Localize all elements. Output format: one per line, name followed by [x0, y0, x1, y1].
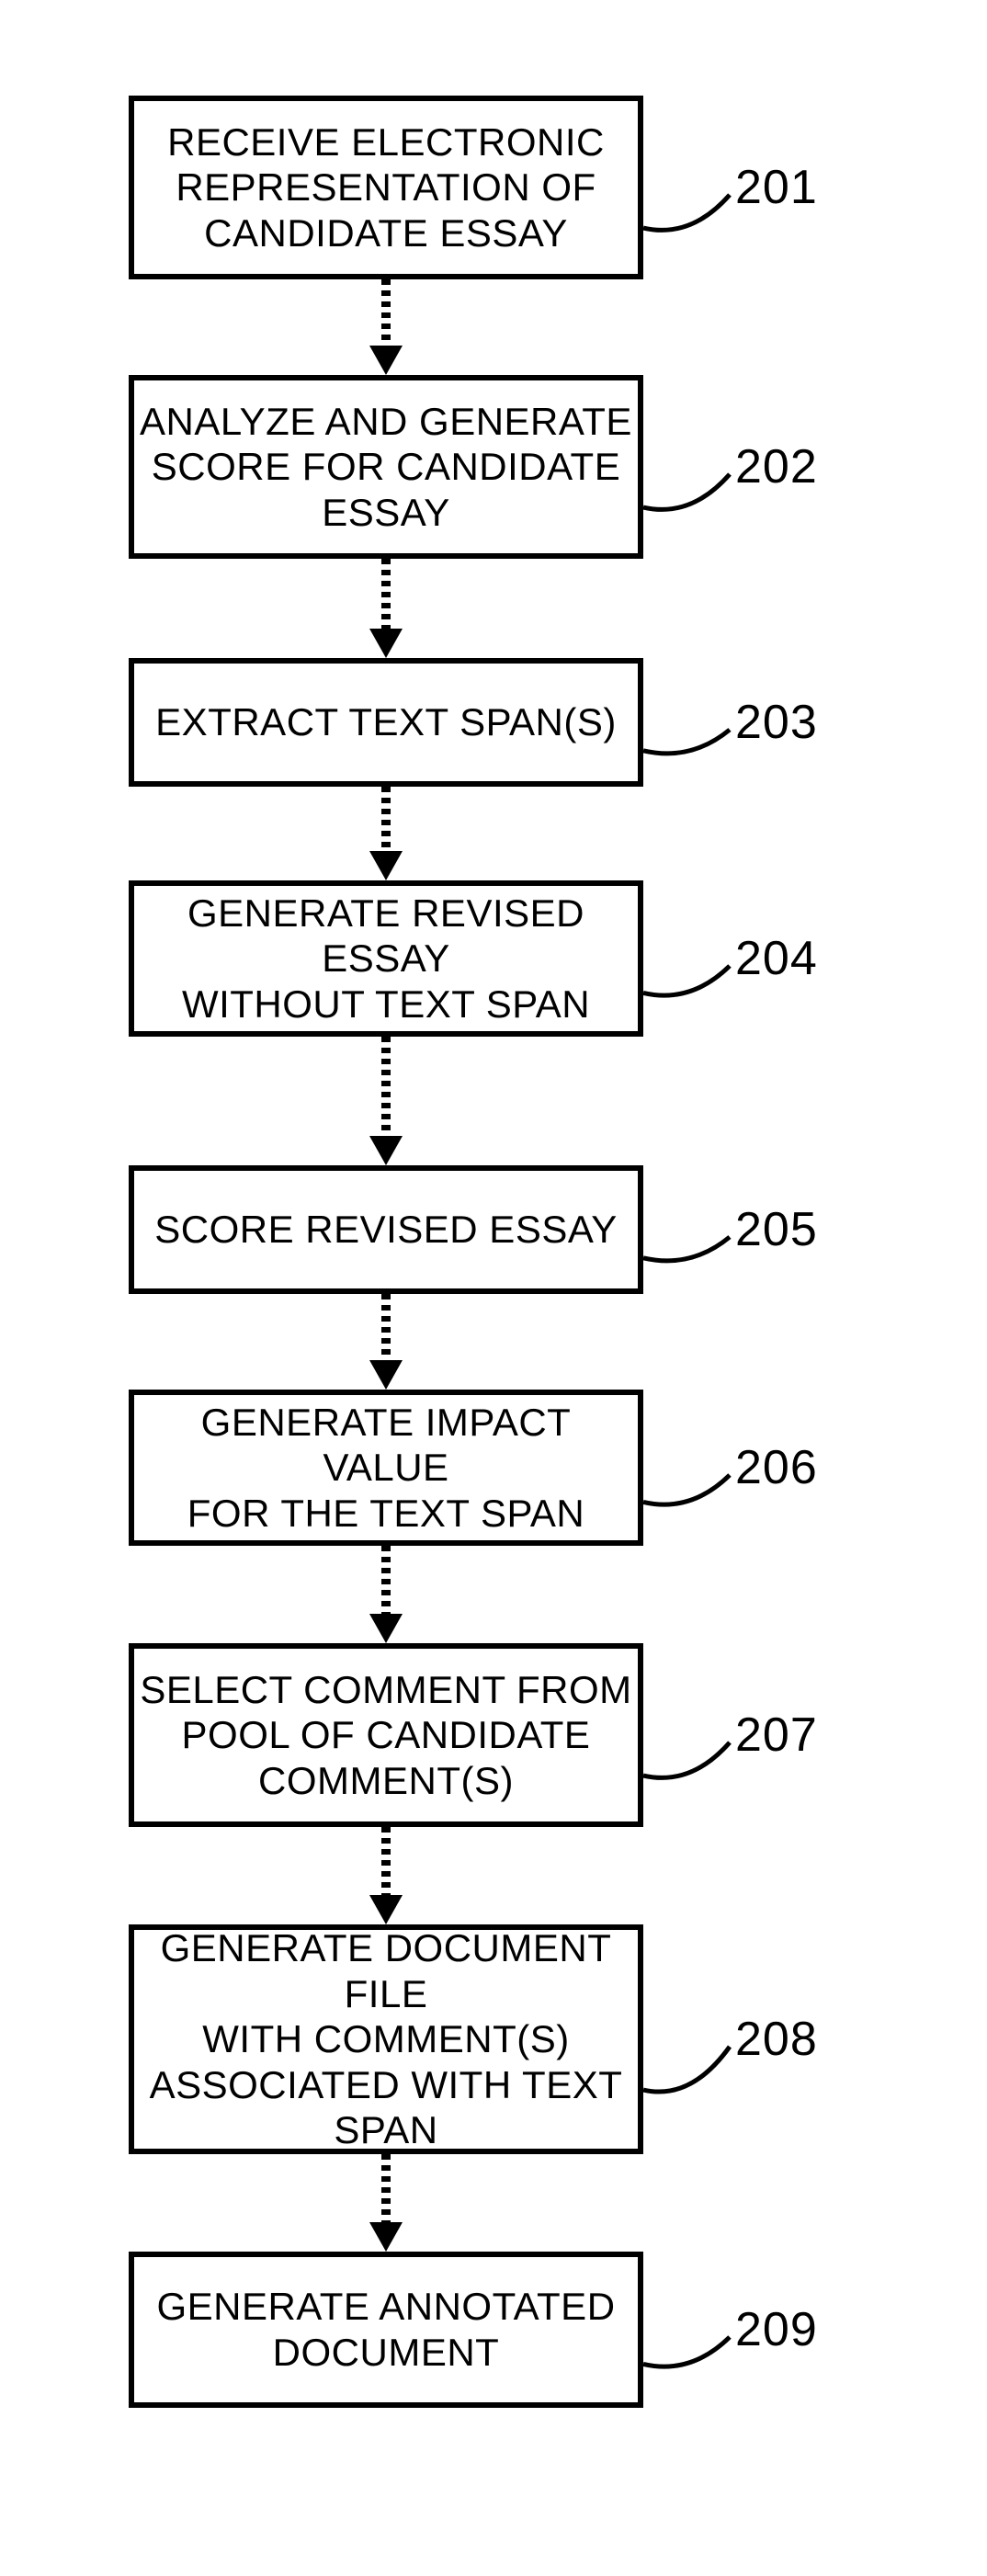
connector-line	[381, 559, 391, 629]
connector-line	[381, 1294, 391, 1360]
flow-node-n7: SELECT COMMENT FROM POOL OF CANDIDATE CO…	[129, 1643, 643, 1827]
leader-line	[643, 1457, 748, 1520]
arrowhead-icon	[369, 2222, 403, 2252]
connector-line	[381, 787, 391, 851]
flow-node-label: RECEIVE ELECTRONIC REPRESENTATION OF CAN…	[167, 119, 605, 256]
leader-line	[643, 2319, 748, 2382]
flow-node-label: ANALYZE AND GENERATE SCORE FOR CANDIDATE…	[140, 399, 632, 536]
arrowhead-icon	[369, 1614, 403, 1643]
leader-line	[643, 711, 748, 769]
flow-node-n5: SCORE REVISED ESSAY	[129, 1165, 643, 1294]
arrowhead-icon	[369, 851, 403, 880]
leader-line	[643, 2028, 748, 2108]
flow-node-n4: GENERATE REVISED ESSAY WITHOUT TEXT SPAN	[129, 880, 643, 1037]
connector-line	[381, 1546, 391, 1614]
leader-line	[643, 1219, 748, 1277]
flow-node-label: GENERATE IMPACT VALUE FOR THE TEXT SPAN	[134, 1400, 638, 1537]
flow-node-label: SCORE REVISED ESSAY	[154, 1207, 618, 1253]
leader-line	[643, 456, 748, 526]
flow-node-label: SELECT COMMENT FROM POOL OF CANDIDATE CO…	[140, 1667, 631, 1804]
arrowhead-icon	[369, 1895, 403, 1924]
connector-line	[381, 1827, 391, 1895]
flow-node-n8: GENERATE DOCUMENT FILE WITH COMMENT(S) A…	[129, 1924, 643, 2154]
arrowhead-icon	[369, 629, 403, 658]
flow-node-n9: GENERATE ANNOTATED DOCUMENT	[129, 2252, 643, 2408]
connector-line	[381, 1037, 391, 1136]
arrowhead-icon	[369, 1360, 403, 1390]
flow-node-n6: GENERATE IMPACT VALUE FOR THE TEXT SPAN	[129, 1390, 643, 1546]
connector-line	[381, 279, 391, 346]
leader-line	[643, 176, 748, 246]
flowchart-canvas: RECEIVE ELECTRONIC REPRESENTATION OF CAN…	[0, 0, 987, 2576]
arrowhead-icon	[369, 346, 403, 375]
flow-node-n1: RECEIVE ELECTRONIC REPRESENTATION OF CAN…	[129, 96, 643, 279]
flow-node-n3: EXTRACT TEXT SPAN(S)	[129, 658, 643, 787]
arrowhead-icon	[369, 1136, 403, 1165]
flow-node-label: GENERATE ANNOTATED DOCUMENT	[156, 2284, 615, 2375]
flow-node-n2: ANALYZE AND GENERATE SCORE FOR CANDIDATE…	[129, 375, 643, 559]
flow-node-label: GENERATE REVISED ESSAY WITHOUT TEXT SPAN	[134, 891, 638, 1027]
leader-line	[643, 1724, 748, 1794]
flow-node-label: EXTRACT TEXT SPAN(S)	[155, 699, 617, 745]
flow-node-label: GENERATE DOCUMENT FILE WITH COMMENT(S) A…	[134, 1925, 638, 2153]
connector-line	[381, 2154, 391, 2222]
leader-line	[643, 948, 748, 1011]
